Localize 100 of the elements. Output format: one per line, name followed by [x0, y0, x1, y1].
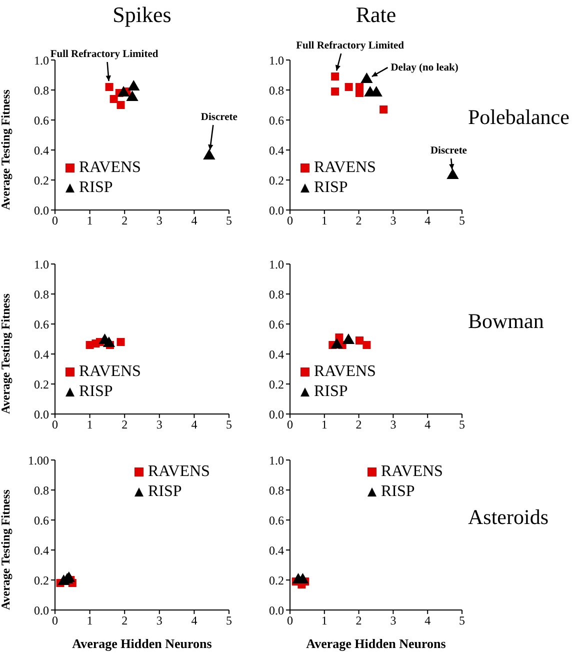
x-tick-label: 4: [424, 418, 431, 432]
y-tick-label: 0.0: [34, 203, 49, 218]
y-tick-label: 0.8: [34, 483, 49, 498]
text: Asteroids: [468, 505, 548, 530]
x-tick-label: 1: [321, 418, 328, 432]
x-tick-label: 3: [156, 614, 162, 628]
y-tick-label: 0.0: [269, 203, 284, 218]
y-tick-label: 0.2: [34, 573, 49, 588]
x-tick-label: 0: [287, 418, 293, 432]
chart-title: Rate: [354, 1, 398, 29]
x-tick-label: 2: [122, 214, 128, 228]
point: [355, 336, 364, 344]
text: Polebalance: [468, 105, 570, 130]
legend-label: RISP: [79, 178, 113, 198]
x-tick-label: 1: [86, 418, 93, 432]
y-tick-label: 0.6: [269, 513, 284, 528]
y-tick-label: 0.2: [269, 573, 284, 588]
legend-label: RISP: [314, 178, 348, 198]
legend-label: RAVENS: [79, 362, 141, 382]
point: [116, 101, 125, 109]
y-axis-title: Average Testing Fitness: [0, 489, 12, 610]
x-tick-label: 4: [191, 614, 198, 628]
y-axis-title: Average Testing Fitness: [0, 293, 12, 414]
x-tick-label: 4: [191, 418, 198, 432]
x-tick-label: 2: [122, 418, 128, 432]
x-tick-label: 4: [424, 614, 431, 628]
annotation: Full Refractory Limited: [296, 40, 404, 52]
y-tick-label: 1.0: [34, 257, 49, 272]
x-tick-label: 2: [122, 614, 128, 628]
x-tick-label: 3: [156, 214, 162, 228]
y-tick-label: 0.2: [34, 377, 49, 392]
point: [126, 90, 138, 102]
y-tick-label: 0.0: [269, 407, 284, 422]
point: [105, 83, 114, 91]
x-tick-label: 5: [459, 614, 465, 628]
y-tick-label: 0.6: [34, 113, 49, 128]
point: [344, 83, 353, 91]
y-tick-label: 1.00: [28, 453, 49, 468]
x-tick-label: 4: [424, 214, 431, 228]
legend-label: RAVENS: [79, 158, 141, 178]
y-tick-label: 1.0: [269, 53, 284, 68]
y-tick-label: 0.4: [34, 347, 49, 362]
y-tick-label: 0.8: [34, 83, 49, 98]
y-tick-label: 0.0: [269, 603, 284, 618]
x-tick-label: 5: [226, 214, 232, 228]
x-tick-label: 2: [356, 418, 362, 432]
point: [446, 168, 459, 180]
x-tick-label: 0: [287, 614, 293, 628]
y-tick-label: 0.6: [269, 113, 284, 128]
y-tick-label: 0.8: [34, 287, 49, 302]
y-axis-title: Average Testing Fitness: [0, 89, 12, 210]
legend-label: RAVENS: [314, 362, 376, 382]
x-tick-label: 5: [226, 418, 232, 432]
annotation: Discrete: [430, 146, 468, 156]
x-tick-label: 1: [86, 614, 93, 628]
y-tick-label: 0.2: [34, 173, 49, 188]
y-tick-label: 1.0: [269, 453, 284, 468]
x-tick-label: 1: [321, 214, 328, 228]
point: [362, 341, 371, 349]
annotation: Discrete: [200, 112, 238, 123]
y-tick-label: 0.2: [269, 377, 284, 392]
y-tick-label: 0.8: [269, 287, 284, 302]
y-tick-label: 0.0: [34, 603, 49, 618]
x-tick-label: 2: [356, 614, 362, 628]
x-tick-label: 1: [86, 214, 93, 228]
y-tick-label: 0.2: [269, 173, 284, 188]
x-axis-title: Average Hidden Neurons: [306, 636, 446, 651]
legend-label: RAVENS: [148, 462, 210, 482]
legend-label: RAVENS: [381, 462, 443, 482]
text: Bowman: [468, 309, 544, 334]
x-tick-label: 0: [52, 418, 58, 432]
legend-label: RISP: [381, 482, 415, 502]
point: [331, 88, 340, 96]
x-tick-label: 5: [459, 418, 465, 432]
y-tick-label: 1.0: [269, 257, 284, 272]
x-tick-label: 2: [356, 214, 362, 228]
y-tick-label: 0.4: [269, 143, 284, 158]
legend-label: RISP: [79, 382, 113, 402]
x-tick-label: 3: [390, 614, 396, 628]
x-tick-label: 0: [52, 614, 58, 628]
y-tick-label: 0.4: [34, 143, 49, 158]
x-tick-label: 3: [156, 418, 162, 432]
y-tick-label: 1.0: [34, 53, 49, 68]
legend-label: RISP: [148, 482, 182, 502]
y-tick-label: 0.0: [34, 407, 49, 422]
chart-title: Spikes: [112, 1, 172, 29]
legend-label: RISP: [314, 382, 348, 402]
y-tick-label: 0.6: [269, 317, 284, 332]
y-tick-label: 0.8: [269, 83, 284, 98]
legend-label: RAVENS: [314, 158, 376, 178]
y-tick-label: 0.4: [269, 347, 284, 362]
y-tick-label: 0.6: [34, 317, 49, 332]
point: [380, 106, 388, 114]
point: [203, 148, 216, 160]
y-tick-label: 0.4: [34, 543, 49, 558]
x-tick-label: 3: [390, 214, 396, 228]
y-tick-label: 0.4: [269, 543, 284, 558]
annotation: Delay (no leak): [390, 62, 459, 74]
x-tick-label: 1: [321, 614, 328, 628]
x-tick-label: 3: [390, 418, 396, 432]
